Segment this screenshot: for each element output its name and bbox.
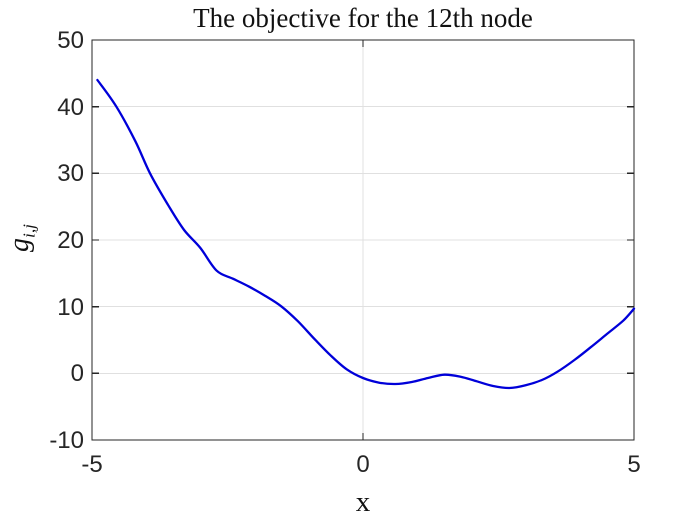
y-tick-label: 0 bbox=[70, 360, 84, 388]
x-tick-label: 0 bbox=[356, 451, 370, 478]
chart-title: The objective for the 12th node bbox=[193, 3, 533, 33]
x-tick-label: -5 bbox=[81, 451, 103, 478]
y-tick-label: 50 bbox=[57, 27, 84, 54]
gridlines bbox=[92, 40, 634, 440]
y-tick-label: 10 bbox=[57, 293, 84, 321]
data-line bbox=[96, 78, 636, 390]
y-tick-label: 30 bbox=[57, 160, 84, 188]
y-tick-label: -10 bbox=[49, 427, 84, 454]
y-tick-label: 20 bbox=[57, 227, 84, 254]
y-tick-label: 40 bbox=[57, 93, 84, 121]
tick-marks bbox=[91, 39, 635, 441]
x-tick-label: 5 bbox=[627, 451, 641, 478]
x-axis-label: x bbox=[355, 486, 371, 518]
